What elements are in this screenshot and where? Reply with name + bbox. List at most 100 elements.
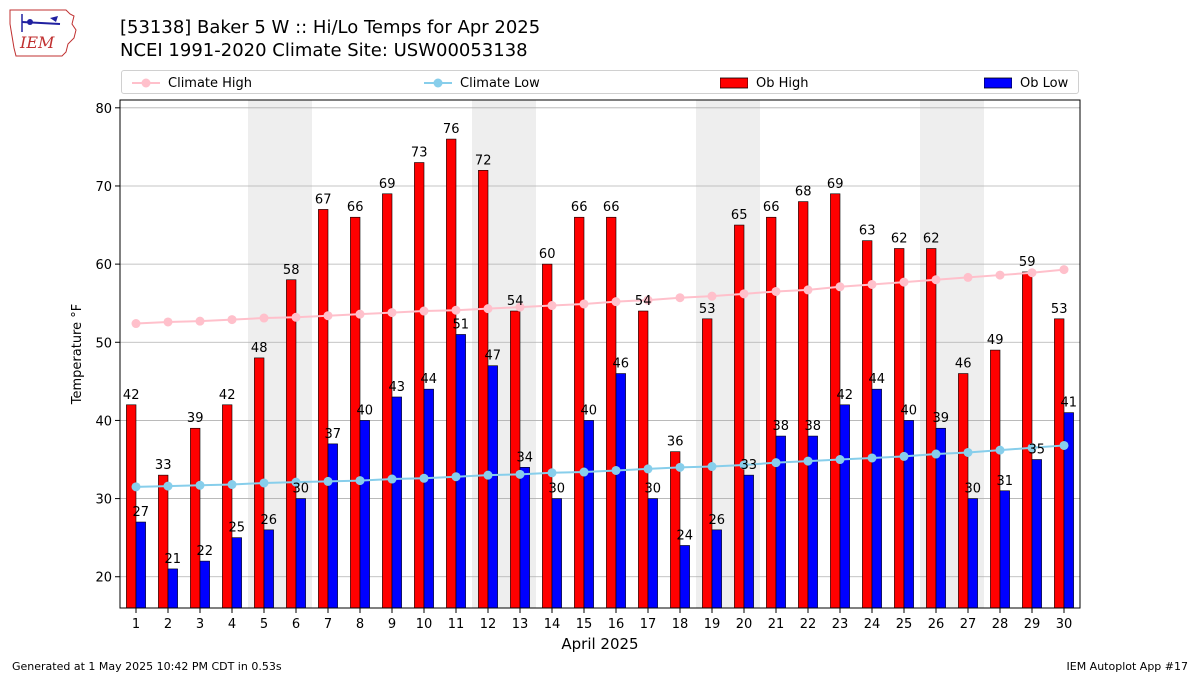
- ob-low-bar-day-24: [871, 388, 882, 609]
- climate-low-point-day-13: [515, 469, 525, 479]
- climate-low-point-day-27: [963, 447, 973, 457]
- ob-low-value-label-day-13: 34: [517, 450, 534, 465]
- climate-low-point-day-28: [995, 445, 1005, 455]
- climate-high-point-day-23: [835, 282, 845, 292]
- ob-low-bar-day-23: [839, 404, 850, 609]
- ob-low-bar-day-5: [263, 529, 274, 609]
- ob-high-bar-day-16: [606, 216, 617, 609]
- ob-low-value-label-day-30: 41: [1061, 396, 1078, 411]
- ob-low-value-label-day-25: 40: [901, 403, 918, 418]
- climate-low-point-day-8: [355, 476, 365, 486]
- ob-high-value-label-day-11: 76: [443, 122, 460, 137]
- ob-high-value-label-day-16: 66: [603, 200, 620, 215]
- y-tick-label-40: 40: [95, 414, 112, 429]
- climate-high-point-day-11: [451, 305, 461, 315]
- logo-text: IEM: [19, 33, 55, 52]
- ob-high-value-label-day-2: 33: [155, 458, 172, 473]
- climate-low-point-day-26: [931, 449, 941, 459]
- ob-low-value-label-day-23: 42: [837, 388, 854, 403]
- x-tick-label-day-10: 10: [416, 617, 433, 632]
- ob-high-value-label-day-22: 68: [795, 185, 812, 200]
- ob-high-bar-day-2: [158, 474, 169, 609]
- x-tick-label-day-16: 16: [608, 617, 625, 632]
- x-tick-label-day-6: 6: [292, 617, 300, 632]
- y-tick-label-60: 60: [95, 258, 112, 273]
- ob-high-bar-day-17: [638, 310, 649, 609]
- ob-low-value-label-day-7: 37: [325, 427, 342, 442]
- footer-app: IEM Autoplot App #17: [1066, 660, 1189, 673]
- legend-item-ob-low: Ob Low: [984, 74, 1068, 92]
- climate-high-point-day-9: [387, 308, 397, 318]
- y-tick-label-80: 80: [95, 102, 112, 117]
- ob-high-bar-day-3: [190, 427, 201, 609]
- ob-low-value-label-day-8: 40: [357, 403, 374, 418]
- climate-low-point-day-30: [1059, 440, 1069, 450]
- x-tick-label-day-8: 8: [356, 617, 364, 632]
- ob-low-bar-day-8: [359, 420, 370, 609]
- ob-high-value-label-day-15: 66: [571, 200, 588, 215]
- climate-high-point-day-5: [259, 313, 269, 323]
- ob-high-bar-day-30: [1054, 318, 1065, 609]
- ob-high-value-label-day-19: 53: [699, 302, 716, 317]
- climate-low-point-day-2: [163, 481, 173, 491]
- x-tick-label-day-2: 2: [164, 617, 172, 632]
- ob-low-value-label-day-27: 30: [965, 482, 982, 497]
- ob-high-bar-day-9: [382, 193, 393, 609]
- x-tick-label-day-12: 12: [480, 617, 497, 632]
- legend-line-marker-icon: [424, 78, 452, 88]
- ob-low-value-label-day-12: 47: [485, 349, 502, 364]
- chart-title: [53138] Baker 5 W :: Hi/Lo Temps for Apr…: [120, 17, 541, 38]
- ob-low-value-label-day-19: 26: [709, 513, 726, 528]
- ob-low-bar-day-16: [615, 373, 626, 609]
- ob-high-value-label-day-7: 67: [315, 192, 332, 207]
- climate-low-point-day-9: [387, 474, 397, 484]
- ob-low-value-label-day-15: 40: [581, 403, 598, 418]
- ob-low-bar-day-27: [967, 498, 978, 609]
- ob-high-bar-day-14: [542, 263, 553, 609]
- ob-low-value-label-day-2: 21: [165, 552, 182, 567]
- x-tick-label-day-21: 21: [768, 617, 785, 632]
- climate-high-point-day-8: [355, 309, 365, 319]
- ob-low-value-label-day-6: 30: [293, 482, 310, 497]
- climate-low-point-day-15: [579, 467, 589, 477]
- x-tick-label-day-3: 3: [196, 617, 204, 632]
- ob-high-value-label-day-6: 58: [283, 263, 300, 278]
- ob-high-value-label-day-27: 46: [955, 357, 972, 372]
- ob-low-value-label-day-26: 39: [933, 411, 950, 426]
- ob-low-bar-day-18: [679, 545, 690, 609]
- climate-low-point-day-19: [707, 462, 717, 472]
- climate-low-point-day-23: [835, 455, 845, 465]
- x-tick-label-day-19: 19: [704, 617, 721, 632]
- chart-subtitle: NCEI 1991-2020 Climate Site: USW00053138: [120, 40, 528, 61]
- climate-high-point-day-20: [739, 289, 749, 299]
- y-tick-label-30: 30: [95, 493, 112, 508]
- ob-low-value-label-day-10: 44: [421, 372, 438, 387]
- x-tick-label-day-1: 1: [132, 617, 140, 632]
- y-axis-label: Temperature °F: [70, 304, 85, 405]
- climate-high-point-day-15: [579, 299, 589, 309]
- ob-low-bar-day-13: [519, 467, 530, 609]
- legend-label-climate-low: Climate Low: [460, 75, 540, 91]
- ob-high-value-label-day-24: 63: [859, 224, 876, 239]
- ob-high-value-label-day-29: 59: [1019, 255, 1036, 270]
- ob-low-bar-day-9: [391, 396, 402, 609]
- ob-low-value-label-day-22: 38: [805, 419, 822, 434]
- legend-bar-swatch-icon: [984, 77, 1012, 89]
- x-tick-label-day-5: 5: [260, 617, 268, 632]
- climate-low-point-day-4: [227, 480, 237, 490]
- climate-low-point-day-24: [867, 453, 877, 463]
- legend-label-climate-high: Climate High: [168, 75, 253, 91]
- x-tick-label-day-24: 24: [864, 617, 881, 632]
- climate-low-point-day-20: [739, 460, 749, 470]
- climate-high-point-day-26: [931, 275, 941, 285]
- x-tick-label-day-4: 4: [228, 617, 236, 632]
- ob-high-value-label-day-9: 69: [379, 177, 396, 192]
- ob-high-bar-day-29: [1022, 271, 1033, 609]
- ob-high-value-label-day-28: 49: [987, 333, 1004, 348]
- climate-low-point-day-5: [259, 478, 269, 488]
- climate-high-point-day-6: [291, 312, 301, 322]
- ob-low-bar-day-10: [423, 388, 434, 609]
- x-tick-label-day-29: 29: [1024, 617, 1041, 632]
- climate-high-point-day-21: [771, 286, 781, 296]
- climate-high-point-day-18: [675, 293, 685, 303]
